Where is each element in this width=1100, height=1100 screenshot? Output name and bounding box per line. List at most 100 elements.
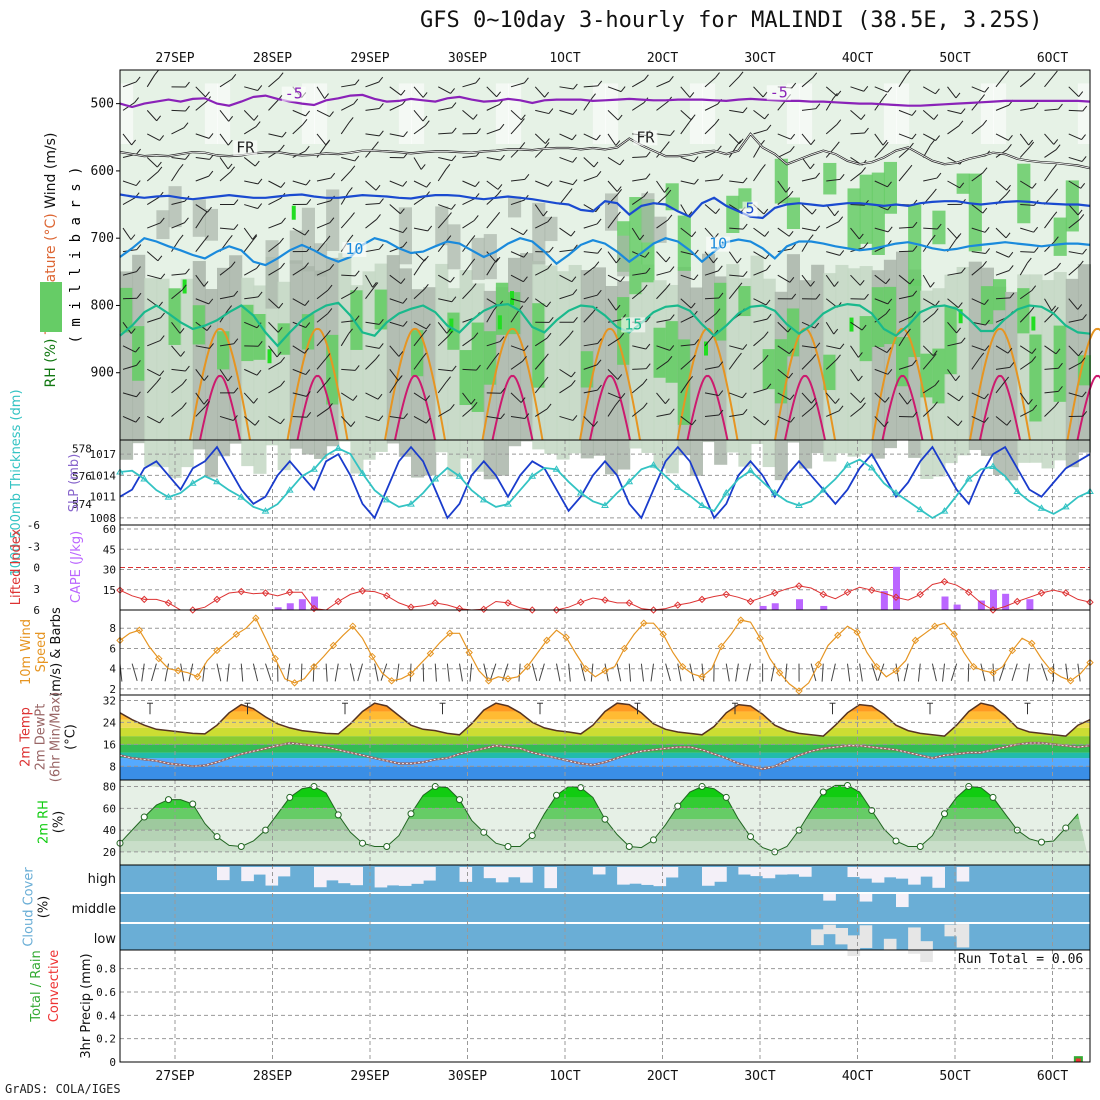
wind-barb — [546, 403, 552, 410]
wind-barb-10m — [830, 663, 836, 682]
rh2m-point — [553, 791, 560, 799]
wind-barb — [510, 82, 525, 88]
wind-barb — [898, 333, 907, 347]
wind-barb — [365, 107, 380, 111]
cloud-low — [883, 938, 897, 951]
wind-barb — [327, 308, 333, 314]
wind-barb — [365, 81, 379, 88]
wind-barb — [268, 345, 278, 358]
wind-barb — [325, 377, 331, 383]
wind-barb — [425, 417, 431, 424]
wind-barb — [777, 133, 791, 140]
wind-barb — [365, 146, 375, 158]
wind-barb — [801, 108, 816, 111]
lifted-ylabel: Lifted Index — [9, 528, 24, 605]
wind-barb — [535, 109, 549, 115]
wind-barb — [960, 337, 966, 344]
wind-barb — [811, 208, 817, 215]
wind-barb — [765, 299, 771, 306]
wind-ylabel: 10m Wind Speed (m/s) & Barbs — [19, 607, 64, 697]
wind-barb — [839, 250, 845, 256]
wind-barb — [446, 328, 452, 334]
wind-barb — [413, 125, 426, 135]
wind-barb — [909, 278, 915, 285]
wind-barb — [911, 359, 917, 366]
wind-barb — [886, 347, 892, 353]
lifted-index-point — [722, 590, 730, 599]
wind-barb — [690, 354, 696, 361]
wind-barb — [354, 365, 360, 371]
contour-label-bg — [233, 140, 258, 156]
wind-barb — [448, 330, 453, 337]
wind-barb — [281, 131, 287, 138]
thickness-point — [964, 475, 973, 482]
wind-barb-10m — [265, 663, 272, 681]
wind-barb — [559, 133, 573, 141]
wind-barb — [898, 392, 908, 405]
wind-barb — [280, 357, 286, 363]
wind-barb — [159, 217, 165, 224]
wind-barb — [801, 177, 816, 182]
wind-barb — [252, 234, 257, 240]
wind-barb — [669, 314, 675, 320]
temp-band — [120, 752, 1090, 759]
cloud-high-gap — [617, 867, 630, 885]
wind-barb — [753, 169, 762, 182]
contour-label-bg — [342, 242, 367, 258]
rh-shade — [449, 318, 454, 333]
wind-speed-point — [911, 636, 920, 645]
wind-barb — [559, 335, 570, 347]
wind-barb — [645, 363, 651, 369]
temp-contour-3 — [119, 236, 1091, 267]
wind-barb — [122, 321, 132, 334]
axis-label: (°C) — [64, 724, 79, 750]
wind-barb — [568, 330, 574, 337]
contour-label: 10 — [345, 240, 363, 258]
wind-barb — [617, 189, 622, 195]
wind-barb — [486, 357, 496, 370]
wind-barb — [932, 350, 938, 357]
wind-barb — [510, 123, 521, 135]
wind-barb — [146, 171, 159, 182]
wind-barb — [365, 287, 375, 300]
rh-shade — [883, 161, 897, 214]
wind-barb — [520, 118, 525, 124]
temp-contour-20 — [1066, 328, 1100, 441]
wind-speed-point — [659, 630, 667, 638]
wind-barb — [838, 216, 844, 223]
wind-barb — [971, 392, 985, 400]
wind-barb-10m — [422, 663, 425, 682]
rh-shade — [338, 253, 352, 442]
rh-shade — [702, 83, 716, 144]
wind-barb — [607, 216, 617, 229]
wind-barb — [195, 274, 205, 287]
wind-barb — [181, 284, 187, 291]
wind-barb — [547, 263, 553, 270]
wind-barb — [887, 369, 893, 375]
thickness-point — [334, 444, 343, 451]
wind-barb — [1019, 311, 1031, 323]
wind-barb — [292, 267, 305, 276]
wind-barb — [929, 140, 935, 146]
wind-barb — [559, 86, 574, 90]
wind-barb — [1020, 107, 1035, 111]
cloud-high-gap — [326, 867, 339, 881]
wind-barb — [402, 227, 408, 233]
wind-barb — [753, 416, 765, 426]
wind-barb — [615, 399, 621, 406]
wind-barb — [437, 408, 451, 417]
wind-barb — [680, 109, 692, 121]
wind-barb — [885, 308, 891, 315]
wind-barb — [413, 196, 426, 205]
wind-barb — [1028, 139, 1034, 146]
wind-barb — [219, 295, 234, 300]
cape-bar — [977, 600, 985, 610]
wind-barb — [438, 274, 451, 283]
wind-barb — [243, 157, 256, 167]
wind-barb — [253, 115, 259, 121]
wind-barb — [476, 128, 481, 134]
wind-barb — [984, 417, 989, 423]
cape-bar — [953, 604, 961, 610]
wind-barb — [691, 419, 697, 426]
wind-barb — [742, 223, 748, 230]
